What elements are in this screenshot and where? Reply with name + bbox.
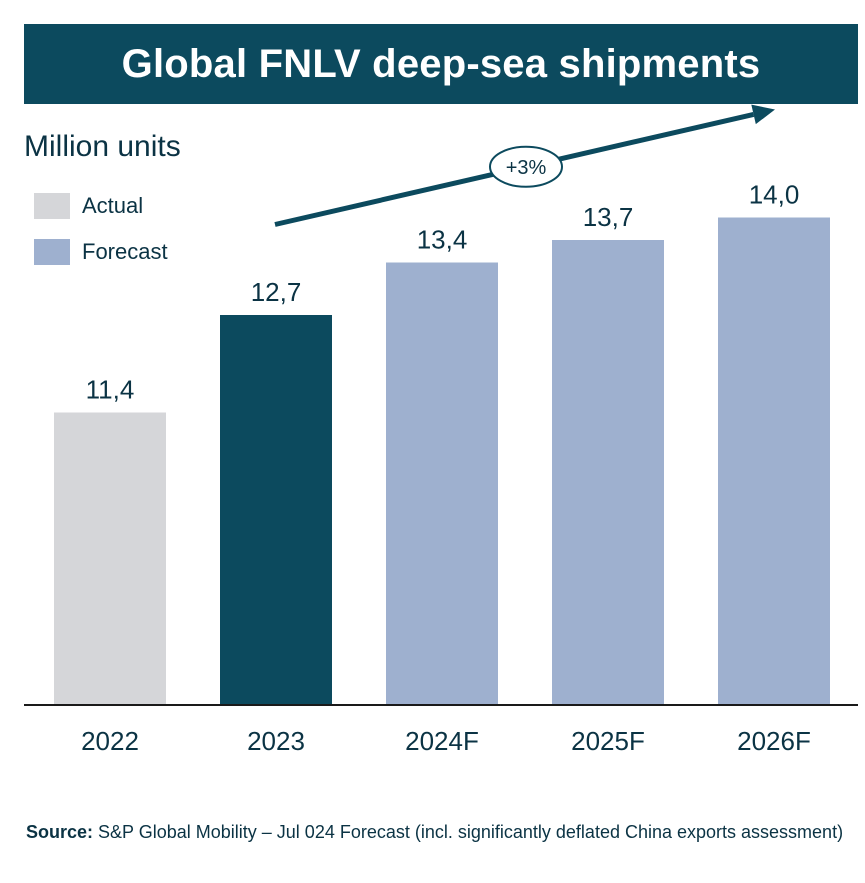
bar-chart: 11,4 2022 12,7 2023 13,4 2024F 13,7 2025F 14,0 20…	[24, 104, 858, 756]
legend-item-actual: Actual	[34, 193, 143, 219]
legend-item-forecast: Forecast	[34, 239, 168, 265]
bar-2023	[220, 315, 332, 705]
growth-badge	[489, 145, 563, 188]
legend-label-forecast: Forecast	[82, 239, 168, 264]
category-label-2026f: 2026F	[737, 726, 811, 756]
growth-label: +3%	[506, 157, 547, 179]
category-label-2022: 2022	[81, 726, 139, 756]
value-label-2025f: 13,7	[583, 202, 634, 232]
category-label-2024f: 2024F	[405, 726, 479, 756]
category-label-2023: 2023	[247, 726, 305, 756]
value-label-2023: 12,7	[251, 277, 302, 307]
source-label: Source:	[26, 822, 94, 842]
bar-2022	[54, 412, 166, 705]
trend-arrow-head	[751, 104, 775, 125]
source-text: S&P Global Mobility – Jul 024 Forecast (…	[98, 822, 844, 842]
chart-title: Global FNLV deep-sea shipments	[24, 24, 858, 104]
bar-2025f	[552, 240, 664, 705]
value-label-2022: 11,4	[86, 375, 135, 405]
category-label-2025f: 2025F	[571, 726, 645, 756]
legend-swatch-forecast	[34, 239, 70, 265]
bar-2024f	[386, 262, 498, 705]
legend-swatch-actual	[34, 193, 70, 219]
value-label-2024f: 13,4	[417, 225, 468, 255]
source-note: Source: S&P Global Mobility – Jul 024 Fo…	[26, 822, 856, 843]
value-label-2026f: 14,0	[749, 180, 800, 210]
legend-label-actual: Actual	[82, 193, 144, 218]
units-label: Million units	[24, 130, 181, 163]
bar-2026f	[718, 217, 830, 705]
